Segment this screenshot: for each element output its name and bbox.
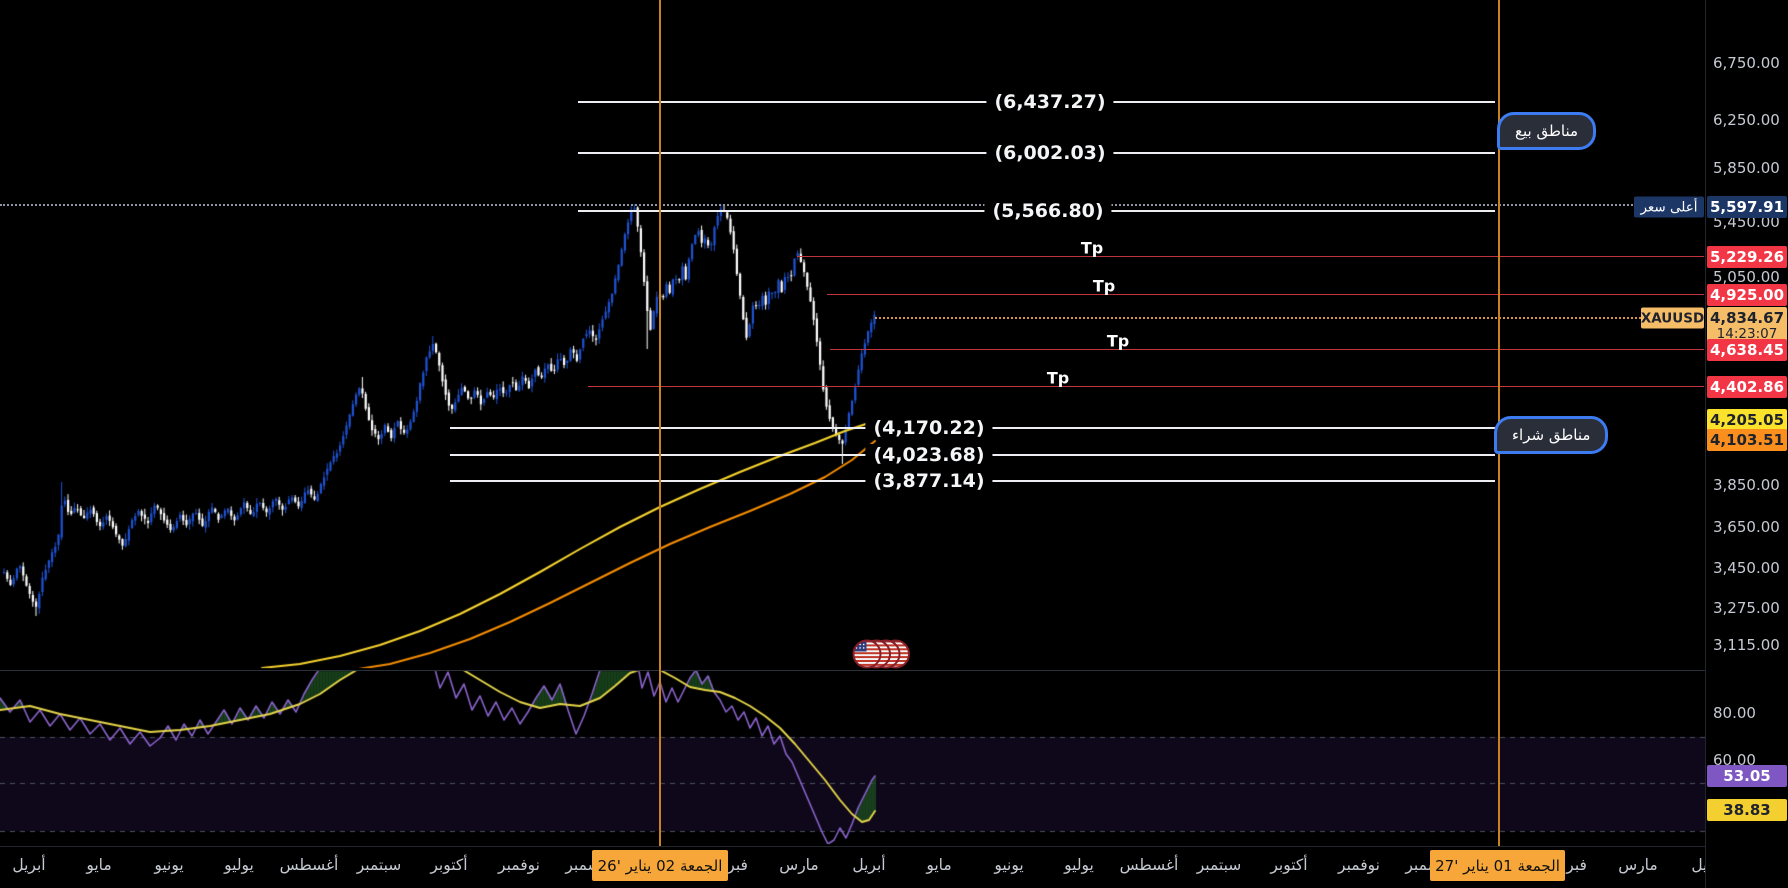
vertical-line-jan-2026[interactable] — [659, 0, 661, 881]
month-tick: أكتوبر — [1270, 856, 1308, 874]
pane-separator[interactable] — [0, 670, 1705, 671]
price-tick: 6,250.00 — [1713, 111, 1780, 129]
tp3-price-label: 4,638.45 — [1707, 339, 1787, 361]
tp-label-1: Tp — [1080, 238, 1104, 258]
month-tick: يونيو — [994, 856, 1024, 874]
rsi-value-label: 53.05 — [1707, 765, 1787, 787]
tp2-price-label: 4,925.00 — [1707, 284, 1787, 306]
price-tick: 3,450.00 — [1713, 559, 1780, 577]
buy-zones-bubble[interactable]: مناطق شراء — [1494, 416, 1609, 454]
month-tick: مارس — [1618, 856, 1658, 874]
month-tick: نوفمبر — [498, 856, 540, 874]
month-tick: مايو — [86, 856, 112, 874]
buy-zone-line-3-label: (3,877.14) — [865, 470, 993, 492]
last-price-label: 4,834.67 14:23:07 — [1707, 307, 1787, 343]
all-time-high-dotted-line[interactable] — [0, 204, 1704, 206]
price-tick: 3,850.00 — [1713, 476, 1780, 494]
tp1-line[interactable] — [797, 256, 1704, 257]
date-label-jan-2027[interactable]: الجمعة 01 يناير '27 — [1430, 850, 1565, 881]
month-tick: أغسطس — [1119, 856, 1179, 874]
us-flag-events-icon[interactable] — [851, 637, 913, 671]
price-tick: 3,650.00 — [1713, 518, 1780, 536]
tp1-price-label: 5,229.26 — [1707, 246, 1787, 268]
month-tick: يونيو — [154, 856, 184, 874]
buy-zone-line-1-label: (4,170.22) — [865, 417, 993, 439]
sell-zones-bubble[interactable]: مناطق بيع — [1497, 112, 1597, 150]
price-tick: 3,275.00 — [1713, 599, 1780, 617]
month-tick: سبتمبر — [356, 856, 402, 874]
price-tick: 6,750.00 — [1713, 54, 1780, 72]
price-tick: 3,115.00 — [1713, 636, 1780, 654]
ma-yellow-price-label: 4,205.05 — [1707, 409, 1787, 431]
month-tick: أكتوبر — [430, 856, 468, 874]
resistance-line-label: (5,566.80) — [984, 200, 1112, 222]
symbol-tag: XAUUSD — [1641, 307, 1704, 329]
month-tick: مايو — [926, 856, 952, 874]
month-tick: أبريل — [852, 856, 886, 874]
price-axis[interactable]: 6,750.00 6,250.00 5,850.00 5,450.00 5,050.00… — [1705, 0, 1788, 888]
tp3-line[interactable] — [830, 349, 1704, 350]
tp2-line[interactable] — [827, 294, 1704, 295]
month-tick: يوليو — [224, 856, 254, 874]
sell-zone-line-1-label: (6,437.27) — [986, 91, 1114, 113]
last-price-label-countdown: 14:23:07 — [1716, 326, 1778, 342]
month-tick: مارس — [779, 856, 819, 874]
ma-orange-price-label: 4,103.51 — [1707, 429, 1787, 451]
tp-label-3: Tp — [1106, 331, 1130, 351]
last-price-dotted-line[interactable] — [875, 317, 1641, 319]
month-tick: أبريل — [12, 856, 46, 874]
tp-label-2: Tp — [1092, 276, 1116, 296]
rsi-signal-value-label: 38.83 — [1707, 799, 1787, 821]
tp-label-4: Tp — [1046, 368, 1070, 388]
month-tick: يوليو — [1064, 856, 1094, 874]
highest-price-tag: أعلى سعر — [1634, 196, 1704, 218]
tp4-line[interactable] — [588, 386, 1704, 387]
buy-zone-line-2-label: (4,023.68) — [865, 444, 993, 466]
highest-price-label: 5,597.91 — [1707, 196, 1787, 218]
date-label-jan-2026[interactable]: الجمعة 02 يناير '26 — [592, 850, 728, 881]
month-tick: نوفمبر — [1338, 856, 1380, 874]
time-axis[interactable]: أبريل مايو يونيو يوليو أغسطس سبتمبر أكتوبر نوفم… — [0, 846, 1705, 888]
month-tick: أبريل — [1691, 856, 1705, 874]
price-tick: 5,050.00 — [1713, 268, 1780, 286]
chart-canvas[interactable] — [0, 0, 1705, 845]
price-tick: 5,850.00 — [1713, 159, 1780, 177]
tp4-price-label: 4,402.86 — [1707, 376, 1787, 398]
month-tick: سبتمبر — [1196, 856, 1242, 874]
price-tick: 80.00 — [1713, 704, 1756, 722]
sell-zone-line-2-label: (6,002.03) — [986, 142, 1114, 164]
month-tick: أغسطس — [279, 856, 339, 874]
price-tick: 60.00 — [1713, 751, 1756, 769]
